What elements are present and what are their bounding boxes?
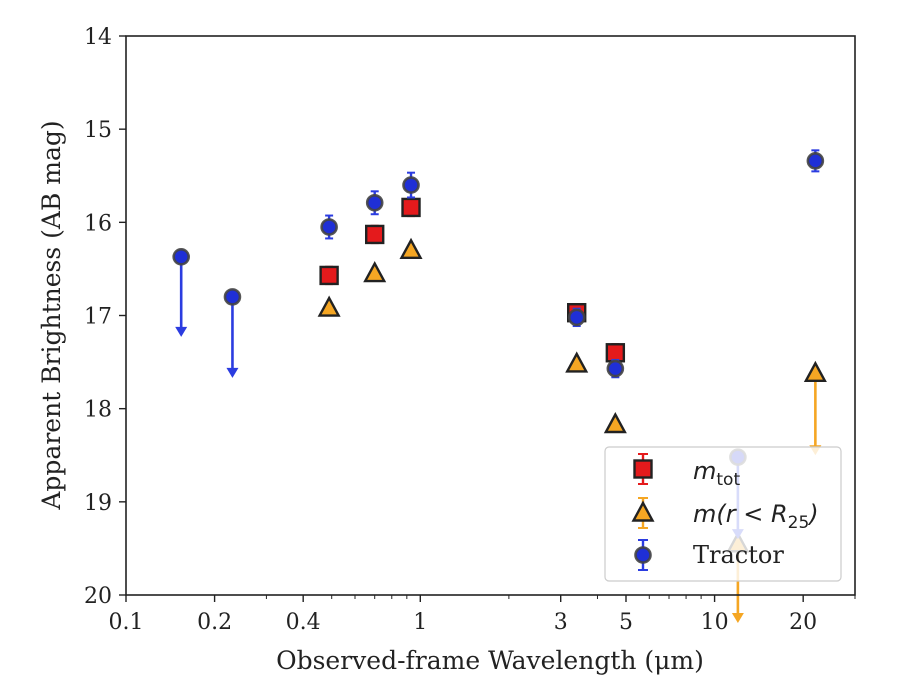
legend-label-tractor: Tractor [693, 541, 784, 569]
mr25-point-1 [363, 261, 387, 283]
legend-mtot-marker [633, 459, 653, 479]
y-tick-label: 17 [84, 305, 112, 330]
y-axis-title: Apparent Brightness (AB mag) [37, 120, 66, 510]
mtot-point-4 [605, 343, 626, 363]
tractor-point-1 [223, 288, 242, 306]
x-tick-label: 1 [413, 610, 427, 635]
mr25-point-3 [565, 351, 589, 373]
tractor-point-0 [172, 248, 190, 266]
mtot-point-1 [365, 224, 385, 245]
x-axis: 0.1 0.2 0.4 1 3 5 10 20 [109, 595, 856, 635]
mr25-point-2 [399, 237, 423, 259]
mtot-point-0 [319, 265, 339, 286]
tractor-point-1-limit-head [226, 367, 239, 378]
tractor-point-3 [365, 193, 384, 212]
tractor-point-6 [606, 359, 625, 378]
legend-mr25-marker [631, 500, 655, 522]
x-tick-label: 20 [789, 610, 817, 635]
x-tick-label: 0.4 [286, 610, 321, 635]
tractor-point-2 [320, 218, 338, 236]
y-tick-label: 18 [84, 398, 112, 423]
legend-tractor-marker [634, 546, 652, 564]
plot-frame [125, 35, 856, 596]
tractor-point-4 [402, 176, 420, 194]
legend-markers [631, 453, 655, 571]
y-tick-label: 16 [84, 211, 112, 236]
mtot-point-2 [401, 197, 421, 218]
legend-label-mtot: mtot [693, 457, 740, 490]
legend-label-mr25: m(r < R25) [693, 500, 819, 533]
tractor-point-8 [806, 152, 825, 170]
tractor-point-5 [567, 308, 586, 327]
x-tick-label: 0.2 [197, 610, 232, 635]
legend-box [604, 446, 842, 582]
mr25-point-5-limit-head [731, 612, 744, 623]
mr25-point-4 [603, 411, 627, 434]
y-axis: 14 15 16 17 18 19 20 [84, 25, 126, 609]
y-tick-label: 19 [84, 491, 112, 516]
x-tick-label: 10 [701, 610, 729, 635]
x-axis-title: Observed-frame Wavelength (μm) [276, 646, 704, 675]
tractor-point-0-limit-head [175, 326, 188, 337]
y-tick-label: 20 [84, 584, 112, 609]
x-tick-label: 3 [554, 610, 568, 635]
x-tick-label: 0.1 [109, 610, 144, 635]
mr25-point-0 [317, 295, 341, 317]
legend: mtot m(r < R25) Tractor [604, 446, 842, 582]
y-tick-label: 14 [84, 25, 112, 50]
x-tick-label: 5 [619, 610, 633, 635]
y-tick-label: 15 [84, 118, 112, 143]
mr25-point-6 [803, 360, 827, 382]
